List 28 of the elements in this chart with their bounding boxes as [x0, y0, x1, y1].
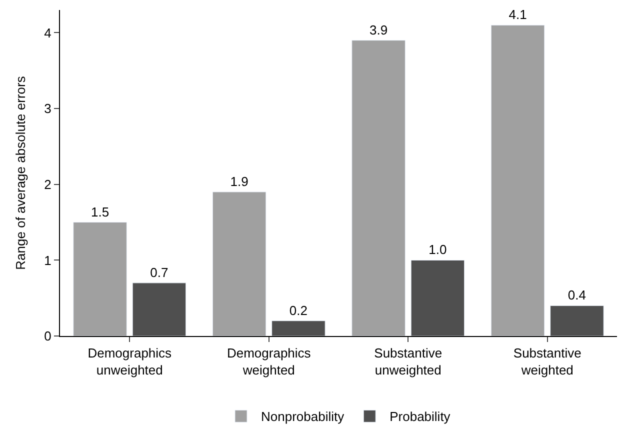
x-tick-label: Substantive weighted: [513, 346, 582, 378]
bar: [212, 192, 266, 336]
bar: [550, 305, 604, 336]
y-tick-label: 4: [44, 25, 52, 40]
legend-label: Probability: [390, 409, 451, 424]
data-label: 1.0: [428, 242, 447, 258]
y-tick-label: 3: [44, 101, 52, 116]
bar: [272, 320, 326, 336]
data-label: 0.4: [568, 288, 586, 303]
data-label: 0.7: [150, 264, 168, 280]
data-label: 3.9: [369, 22, 388, 38]
x-tick-label: Demographics unweighted: [88, 346, 172, 378]
y-tick-label: 1: [44, 252, 52, 268]
data-label: 4.1: [508, 7, 527, 22]
bar: [410, 260, 465, 336]
bar: [352, 40, 406, 336]
data-label: 0.2: [289, 302, 308, 318]
y-tick-label: 0: [44, 328, 52, 344]
bar: [73, 222, 127, 336]
data-label: 1.9: [230, 174, 248, 189]
y-tick-label: 2: [44, 176, 52, 192]
legend-label: Nonprobability: [261, 409, 345, 424]
bar: [132, 282, 186, 336]
y-axis-title: Range of average absolute errors: [13, 76, 28, 270]
x-tick-label: Substantive unweighted: [374, 346, 442, 378]
bar: [490, 24, 545, 336]
data-label: 1.5: [90, 204, 110, 220]
x-tick-label: Demographics weighted: [226, 346, 312, 378]
